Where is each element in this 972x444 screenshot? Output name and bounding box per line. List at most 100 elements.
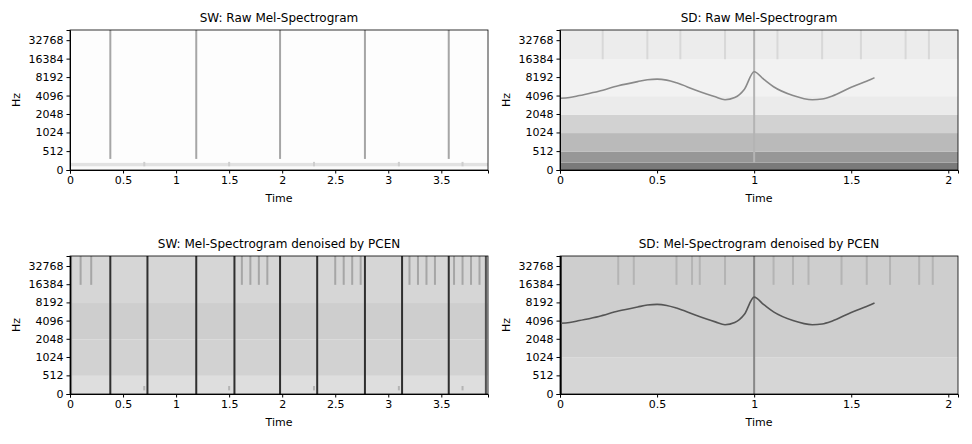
y-tick: 512 [533, 369, 561, 382]
y-tick-label: 2048 [36, 333, 64, 346]
click [316, 256, 318, 394]
figure: 00.511.522.533.5051210242048409681921638… [0, 0, 972, 444]
y-tick: 16384 [29, 278, 71, 291]
click [821, 30, 823, 59]
y-tick-mark [557, 284, 561, 285]
x-tick-label: 0 [557, 398, 564, 411]
y-axis-title: Hz [10, 318, 23, 332]
plot-frame [560, 30, 958, 170]
x-axis-title: Time [745, 192, 773, 205]
noise-band [560, 133, 958, 151]
x-tick-mark [282, 170, 283, 174]
y-tick-mark [67, 321, 71, 322]
y-tick-label: 2048 [526, 108, 554, 121]
click [928, 30, 930, 59]
click [279, 256, 281, 394]
x-tick-mark [388, 170, 389, 174]
x-tick-mark [388, 394, 389, 398]
x-tick-mark [123, 170, 124, 174]
y-tick-mark [67, 302, 71, 303]
y-tick-label: 16384 [519, 53, 554, 66]
x-tick: 0.5 [115, 170, 133, 187]
noise-band [560, 59, 958, 96]
x-tick-label: 0.5 [649, 398, 667, 411]
y-tick-mark [67, 357, 71, 358]
y-tick-mark [557, 59, 561, 60]
y-tick-mark [557, 357, 561, 358]
noise-band [70, 163, 488, 167]
click [266, 256, 268, 285]
y-tick: 16384 [29, 53, 71, 66]
panel: 00.511.52051210242048409681921638432768S… [500, 11, 959, 205]
x-tick: 2.5 [327, 170, 345, 187]
y-tick: 8192 [526, 296, 561, 309]
click [143, 162, 145, 166]
noise-band [560, 30, 958, 59]
x-tick: 1 [751, 394, 758, 411]
y-tick: 32768 [29, 34, 71, 47]
click [398, 386, 400, 390]
click [417, 256, 419, 285]
noise-band [70, 30, 488, 163]
x-tick-label: 2.5 [327, 174, 345, 187]
y-tick: 32768 [29, 260, 71, 273]
y-tick-label: 1024 [526, 351, 554, 364]
y-tick-label: 8192 [36, 71, 64, 84]
click [753, 30, 755, 163]
x-tick: 3.5 [433, 170, 451, 187]
click [776, 30, 778, 59]
y-tick: 16384 [519, 53, 561, 66]
click [364, 256, 366, 394]
y-axis: 051210242048409681921638432768 [519, 31, 561, 178]
noise-band [70, 166, 488, 170]
click [109, 256, 111, 394]
y-tick: 1024 [526, 126, 561, 139]
noise-band [560, 256, 958, 358]
y-tick-mark [67, 284, 71, 285]
click [724, 30, 726, 59]
y-tick: 32768 [519, 260, 561, 273]
x-tick: 3.5 [433, 394, 451, 411]
click [453, 256, 455, 285]
click [195, 256, 197, 394]
x-tick-label: 1 [751, 398, 758, 411]
x-tick: 1 [173, 170, 180, 187]
y-tick-mark [557, 132, 561, 133]
x-tick: 1 [173, 394, 180, 411]
y-tick: 512 [533, 145, 561, 158]
click [279, 30, 281, 159]
y-axis: 051210242048409681921638432768 [29, 257, 71, 402]
click [753, 256, 755, 394]
y-tick-label: 1024 [36, 126, 64, 139]
x-tick: 1 [751, 170, 758, 187]
y-tick: 4096 [526, 315, 561, 328]
y-tick-mark [67, 375, 71, 376]
x-tick-label: 3 [385, 174, 392, 187]
noise-band [560, 163, 958, 170]
x-tick-label: 0 [557, 174, 564, 187]
y-tick-label: 0 [57, 164, 64, 177]
x-tick-mark [335, 170, 336, 174]
y-tick-label: 512 [533, 145, 554, 158]
x-tick: 3 [385, 170, 392, 187]
y-tick: 4096 [36, 315, 71, 328]
x-tick-label: 0 [67, 398, 74, 411]
x-axis-title: Time [265, 416, 293, 429]
panel: 00.511.522.533.5051210242048409681921638… [10, 237, 489, 429]
x-tick-label: 1.5 [843, 398, 861, 411]
y-tick-mark [557, 266, 561, 267]
y-tick-label: 4096 [526, 90, 554, 103]
y-tick-label: 2048 [526, 333, 554, 346]
y-tick: 512 [43, 145, 71, 158]
y-tick: 0 [547, 164, 561, 177]
x-axis-line [561, 171, 959, 174]
x-tick-mark [441, 394, 442, 398]
y-tick-mark [557, 302, 561, 303]
x-tick-mark [282, 394, 283, 398]
y-tick: 0 [547, 388, 561, 401]
click [364, 30, 366, 159]
click [699, 256, 701, 285]
y-tick: 16384 [519, 278, 561, 291]
y-tick-label: 16384 [29, 53, 64, 66]
plot-frame [70, 30, 488, 170]
